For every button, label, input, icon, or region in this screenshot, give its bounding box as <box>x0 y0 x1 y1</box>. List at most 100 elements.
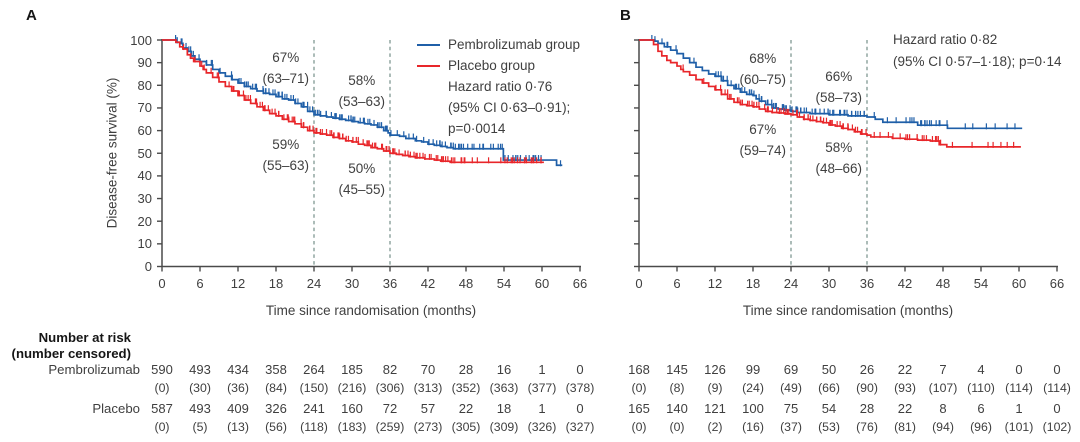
risk-count-cell: 28 <box>859 401 875 416</box>
risk-censored-cell: (90) <box>856 381 878 395</box>
x-tick-label: 12 <box>230 276 246 291</box>
risk-censored-cell: (0) <box>631 420 647 434</box>
risk-censored-cell: (96) <box>970 420 992 434</box>
confidence-interval-text-a: (95% CI 0·63–0·91); <box>448 100 571 115</box>
risk-censored-cell: (114) <box>1043 381 1071 395</box>
risk-censored-cell: (216) <box>337 381 367 395</box>
risk-censored-cell: (327) <box>565 420 595 434</box>
risk-censored-cell: (8) <box>669 381 685 395</box>
risk-count-cell: 358 <box>265 362 287 377</box>
risk-count-cell: 28 <box>458 362 474 377</box>
risk-censored-cell: (352) <box>451 381 481 395</box>
risk-count-cell: 6 <box>977 401 985 416</box>
risk-row-label-placebo: Placebo <box>92 401 140 416</box>
x-tick-label: 6 <box>673 276 681 291</box>
risk-count-cell: 57 <box>420 401 436 416</box>
x-tick-label: 30 <box>344 276 360 291</box>
risk-censored-cell: (37) <box>780 420 802 434</box>
legend-item-placebo: Placebo group <box>417 55 580 76</box>
x-tick-label: 54 <box>496 276 512 291</box>
risk-censored-cell: (53) <box>818 420 840 434</box>
risk-count-cell: 22 <box>897 401 913 416</box>
risk-count-cell: 264 <box>303 362 325 377</box>
x-tick-label: 6 <box>196 276 204 291</box>
risk-count-cell: 0 <box>1053 362 1061 377</box>
risk-censored-cell: (313) <box>413 381 443 395</box>
risk-count-cell: 82 <box>382 362 398 377</box>
y-tick-label: 60 <box>137 123 152 139</box>
risk-count-cell: 1 <box>1015 401 1023 416</box>
confidence-interval-text-b: (95% CI 0·57–1·18); p=0·14 <box>893 54 1062 69</box>
risk-count-cell: 22 <box>897 362 913 377</box>
x-tick-label: 48 <box>458 276 474 291</box>
risk-count-cell: 241 <box>303 401 325 416</box>
risk-count-cell: 0 <box>1053 401 1061 416</box>
risk-count-cell: 100 <box>742 401 764 416</box>
risk-count-cell: 0 <box>576 401 584 416</box>
risk-censored-cell: (377) <box>527 381 557 395</box>
risk-count-cell: 165 <box>628 401 650 416</box>
risk-count-cell: 587 <box>151 401 173 416</box>
x-tick-label: 66 <box>572 276 588 291</box>
risk-table-header: Number at risk (number censored) <box>12 330 131 361</box>
risk-count-cell: 1 <box>538 362 546 377</box>
legend-label-placebo: Placebo group <box>448 58 536 73</box>
risk-count-cell: 1 <box>538 401 546 416</box>
y-tick-label: 0 <box>144 259 152 274</box>
risk-count-cell: 75 <box>783 401 799 416</box>
risk-censored-cell: (36) <box>227 381 249 395</box>
legend-item-pembrolizumab: Pembrolizumab group <box>417 34 580 55</box>
y-tick-label: 20 <box>137 213 152 229</box>
risk-censored-cell: (326) <box>527 420 557 434</box>
risk-censored-cell: (150) <box>299 381 329 395</box>
risk-censored-cell: (118) <box>300 420 328 434</box>
risk-count-cell: 0 <box>1015 362 1023 377</box>
y-tick-label: 50 <box>137 145 152 161</box>
risk-count-cell: 160 <box>341 401 363 416</box>
hazard-ratio-text-a: Hazard ratio 0·76 <box>448 79 553 94</box>
risk-count-cell: 26 <box>859 362 875 377</box>
x-tick-label: 48 <box>935 276 951 291</box>
x-tick-label: 36 <box>859 276 875 291</box>
risk-count-cell: 590 <box>151 362 173 377</box>
landmark-estimate-label: 67% (63–71) <box>262 50 309 86</box>
risk-count-cell: 493 <box>189 401 211 416</box>
risk-count-cell: 4 <box>977 362 985 377</box>
risk-censored-cell: (5) <box>192 420 208 434</box>
risk-censored-cell: (49) <box>780 381 802 395</box>
risk-censored-cell: (101) <box>1004 420 1034 434</box>
landmark-estimate-label: 67% (59–74) <box>739 122 786 158</box>
risk-censored-cell: (114) <box>1005 381 1033 395</box>
risk-count-cell: 140 <box>666 401 688 416</box>
stats-block-b: Hazard ratio 0·82 (95% CI 0·57–1·18); p=… <box>893 29 1061 73</box>
risk-censored-cell: (306) <box>375 381 405 395</box>
y-axis-title: Disease-free survival (%) <box>104 77 120 229</box>
risk-count-cell: 145 <box>666 362 688 377</box>
x-tick-label: 60 <box>534 276 550 291</box>
x-tick-label: 42 <box>897 276 913 291</box>
number-censored-label: (number censored) <box>11 345 131 361</box>
risk-censored-cell: (56) <box>265 420 287 434</box>
legend-label-pembrolizumab: Pembrolizumab group <box>448 37 581 52</box>
risk-censored-cell: (93) <box>894 381 916 395</box>
x-axis-title-a: Time since randomisation (months) <box>265 303 477 318</box>
risk-censored-cell: (259) <box>375 420 405 434</box>
x-tick-label: 54 <box>973 276 989 291</box>
risk-count-cell: 54 <box>821 401 837 416</box>
risk-censored-cell: (305) <box>451 420 481 434</box>
risk-censored-cell: (273) <box>413 420 443 434</box>
number-at-risk-label: Number at risk <box>38 330 131 345</box>
risk-count-cell: 126 <box>704 362 726 377</box>
y-tick-label: 10 <box>137 236 152 252</box>
risk-row-label-pembrolizumab: Pembrolizumab <box>48 362 140 377</box>
risk-count-cell: 99 <box>745 362 761 377</box>
y-tick-label: 30 <box>137 191 152 207</box>
risk-censored-cell: (84) <box>265 381 287 395</box>
risk-count-cell: 69 <box>783 362 799 377</box>
risk-censored-cell: (378) <box>565 381 595 395</box>
landmark-estimate-label: 58% (53–63) <box>338 73 385 109</box>
risk-censored-cell: (81) <box>894 420 916 434</box>
y-tick-label: 70 <box>137 100 152 116</box>
pembrolizumab-line-swatch-icon <box>417 43 440 46</box>
